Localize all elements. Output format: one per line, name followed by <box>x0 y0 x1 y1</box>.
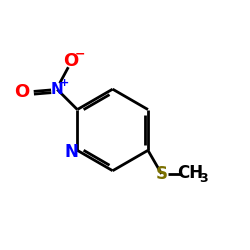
Text: O: O <box>63 52 78 70</box>
Text: O: O <box>14 83 29 101</box>
Text: −: − <box>75 48 86 60</box>
Text: 3: 3 <box>199 172 207 185</box>
Text: CH: CH <box>177 164 203 182</box>
Text: +: + <box>60 78 69 88</box>
Text: N: N <box>65 142 79 160</box>
Text: S: S <box>156 165 168 183</box>
Text: N: N <box>51 82 64 97</box>
